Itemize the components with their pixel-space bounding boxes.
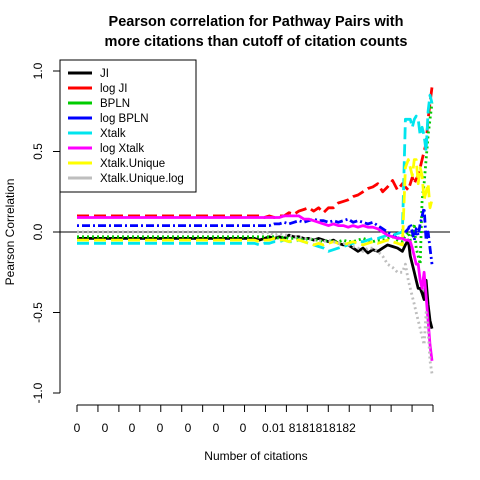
x-axis-label: Number of citations [204, 449, 307, 463]
x-tick-label: 8 [316, 421, 323, 435]
legend-label: Xtalk.Unique [100, 158, 165, 170]
legend-label: JI [100, 68, 109, 80]
x-tick-label: 8 [302, 421, 309, 435]
y-axis-label: Pearson Correlation [3, 179, 17, 286]
legend-label: log BPLN [100, 113, 149, 125]
x-tick-label: 0 [102, 421, 109, 435]
legend-label: Xtalk [100, 128, 126, 140]
legend-label: BPLN [100, 98, 130, 110]
y-tick-label: 1.0 [31, 62, 45, 79]
series-line-4 [77, 93, 434, 253]
legend-label: log Xtalk [100, 143, 144, 155]
y-tick-label: -1.0 [31, 382, 45, 403]
y-tick-label: 0.0 [31, 223, 45, 240]
x-tick-label: 8 [329, 421, 336, 435]
x-tick-label: 0 [129, 421, 136, 435]
x-tick-label: 0 [213, 421, 220, 435]
chart-title-line-1: Pearson correlation for Pathway Pairs wi… [109, 14, 404, 30]
x-tick-label: 0.01 [262, 421, 286, 435]
series-line-2 [77, 103, 434, 266]
legend-label: Xtalk.Unique.log [100, 173, 184, 185]
y-axis: -1.0 -0.5 0.0 0.5 1.0 [31, 62, 61, 403]
x-tick-label: 1 [309, 421, 316, 435]
x-tick-label: 0 [74, 421, 81, 435]
x-tick-label: 8 [342, 421, 349, 435]
x-tick-label: 1 [322, 421, 329, 435]
x-tick-label: 0 [157, 421, 164, 435]
x-tick-label: 2 [349, 421, 356, 435]
legend-box [59, 59, 197, 193]
series-line-6 [77, 158, 434, 247]
x-tick-label: 0 [185, 421, 192, 435]
series-line-0 [77, 233, 434, 329]
x-tick-label: 0 [240, 421, 247, 435]
series-line-1 [77, 86, 434, 219]
series-line-5 [77, 214, 434, 361]
x-tick-label: 8 [289, 421, 296, 435]
chart-title-line-2: more citations than cutoff of citation c… [105, 34, 408, 50]
y-tick-label: -0.5 [31, 302, 45, 323]
series-lines [77, 86, 434, 374]
y-tick-label: 0.5 [31, 143, 45, 160]
legend: JI log JI BPLN log BPLN Xtalk log Xtalk Xtalk.… [59, 59, 197, 193]
series-line-3 [77, 206, 434, 265]
legend-label: log JI [100, 83, 128, 95]
x-axis: 0 0 0 0 0 0 0 0.01 8 1 8 1 8 1 8 1 8 2 [74, 404, 434, 435]
x-tick-label: 1 [296, 421, 303, 435]
x-tick-label: 1 [336, 421, 343, 435]
series-line-7 [77, 230, 434, 374]
